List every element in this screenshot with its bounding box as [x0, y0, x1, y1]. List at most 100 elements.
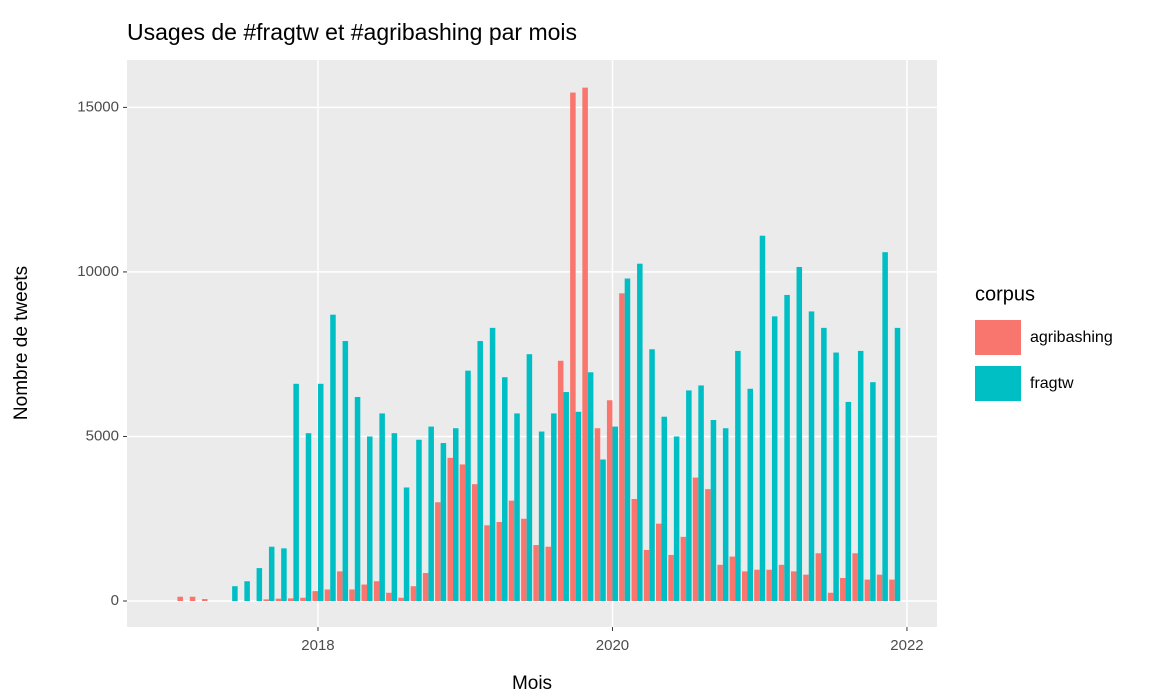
bar — [477, 341, 483, 602]
bar — [557, 360, 564, 602]
bar — [870, 382, 876, 602]
bar — [312, 591, 318, 602]
bar — [673, 436, 680, 602]
bar — [717, 564, 723, 602]
bar — [514, 413, 520, 602]
bar — [680, 536, 687, 602]
bar — [600, 459, 606, 602]
bar — [428, 426, 434, 602]
bar — [293, 383, 299, 602]
chart-title: Usages de #fragtw et #agribashing par mo… — [127, 19, 577, 45]
bar — [403, 487, 410, 602]
x-axis-title: Mois — [512, 673, 552, 694]
bar — [526, 354, 533, 602]
bar — [538, 431, 545, 602]
bar — [771, 316, 778, 602]
bar — [852, 553, 858, 602]
x-tick-label: 2020 — [596, 637, 629, 654]
bar — [317, 383, 324, 602]
bar — [545, 546, 552, 602]
bar — [300, 597, 306, 602]
bar — [508, 500, 515, 602]
bar — [784, 294, 790, 602]
bar — [815, 553, 822, 602]
bar — [496, 522, 503, 602]
bar — [342, 341, 349, 602]
bar — [502, 377, 508, 602]
bar — [778, 564, 785, 602]
bar — [453, 428, 459, 602]
bar — [349, 589, 355, 602]
bar — [570, 92, 576, 602]
bar — [281, 548, 287, 602]
bar — [324, 589, 331, 602]
bar — [606, 400, 613, 602]
bar — [754, 569, 760, 602]
y-axis-title: Nombre de tweets — [11, 266, 32, 420]
bar — [594, 428, 601, 602]
bar — [637, 263, 643, 602]
bar — [563, 392, 569, 602]
y-tick-label: 5000 — [86, 427, 119, 444]
bar — [624, 278, 631, 602]
bar — [587, 372, 594, 602]
bar — [354, 396, 361, 602]
bar — [232, 586, 238, 602]
bar — [791, 571, 797, 602]
bar — [735, 350, 741, 602]
bar — [631, 498, 638, 602]
bar — [710, 420, 717, 602]
bar — [808, 311, 815, 602]
bar — [894, 327, 901, 602]
bar — [766, 569, 772, 602]
bar — [391, 433, 398, 602]
y-tick-label: 15000 — [77, 98, 119, 115]
bar — [655, 523, 662, 602]
bar — [692, 477, 699, 602]
bar — [398, 597, 404, 602]
bar — [698, 385, 704, 602]
bar — [275, 598, 282, 602]
bar — [484, 525, 490, 602]
legend-title: corpus — [975, 283, 1035, 305]
bar — [575, 411, 582, 602]
bar — [643, 549, 650, 602]
bar — [864, 579, 871, 602]
bar — [840, 577, 846, 602]
bar — [882, 252, 888, 602]
y-tick-label: 10000 — [77, 263, 119, 280]
x-tick-label: 2022 — [890, 637, 923, 654]
bar — [705, 489, 711, 602]
bar — [821, 327, 827, 602]
bar — [827, 592, 834, 602]
bar — [686, 390, 692, 602]
bar — [202, 599, 208, 602]
bar — [373, 581, 380, 602]
bar — [330, 314, 336, 602]
x-tick-label: 2018 — [301, 637, 334, 654]
bar — [305, 433, 312, 602]
bar — [268, 546, 275, 602]
bar — [361, 584, 368, 602]
bar — [582, 87, 588, 602]
bar — [612, 426, 618, 602]
bar — [367, 436, 373, 602]
legend: agribashing fragtw — [975, 320, 1113, 401]
bar — [465, 370, 471, 602]
bar — [649, 349, 655, 602]
bar — [796, 266, 803, 602]
legend-label: fragtw — [1030, 375, 1074, 392]
bar — [287, 598, 294, 602]
bar — [337, 571, 343, 602]
bar — [729, 556, 736, 602]
bar — [551, 413, 557, 602]
bar — [177, 596, 183, 602]
bar — [189, 596, 196, 602]
bar — [435, 502, 441, 602]
bar — [803, 574, 809, 602]
bar — [422, 573, 429, 602]
bar — [379, 413, 385, 602]
y-tick-label: 0 — [111, 592, 119, 609]
bar — [668, 554, 674, 602]
